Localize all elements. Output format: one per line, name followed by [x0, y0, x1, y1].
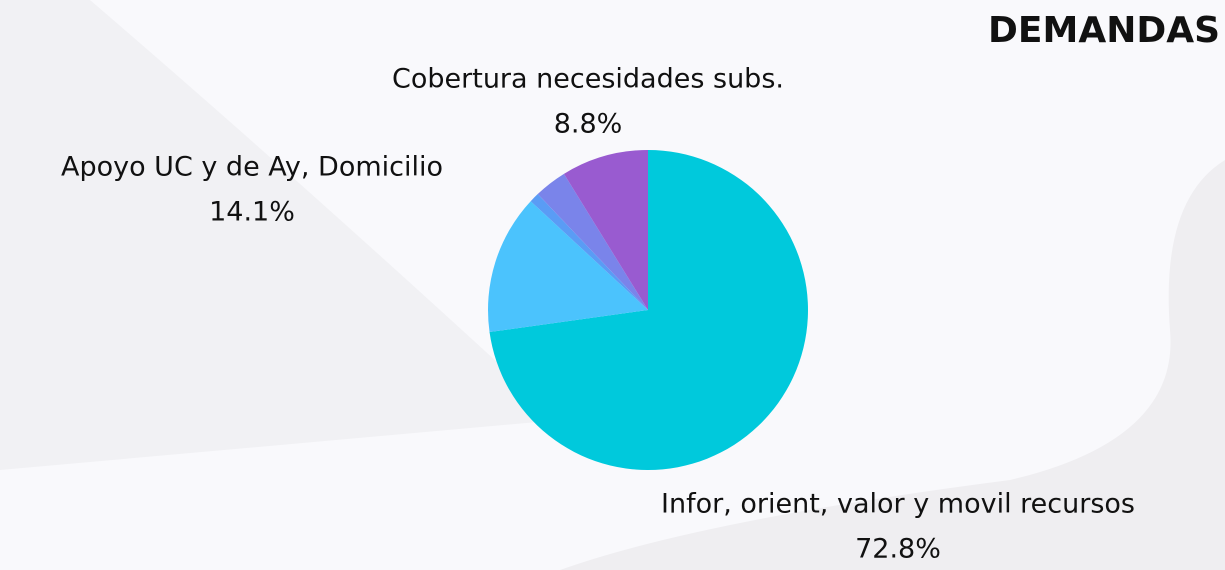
slice-label: Apoyo UC y de Ay, Domicilio	[61, 152, 443, 183]
pie-slice	[537, 173, 648, 310]
pie-slice	[563, 150, 648, 310]
chart-title: DEMANDAS	[988, 10, 1220, 51]
decor-shape	[0, 0, 560, 470]
value-label: 72.8%	[855, 534, 941, 565]
pie-slice	[489, 150, 808, 470]
value-label: 8.8%	[554, 109, 623, 140]
decor-shape	[560, 160, 1225, 570]
value-label: 14.1%	[209, 197, 295, 228]
slice-label: Infor, orient, valor y movil recursos	[661, 489, 1135, 520]
pie-slice	[488, 201, 648, 333]
pie-slice	[530, 194, 648, 310]
slice-label: Cobertura necesidades subs.	[392, 64, 784, 95]
